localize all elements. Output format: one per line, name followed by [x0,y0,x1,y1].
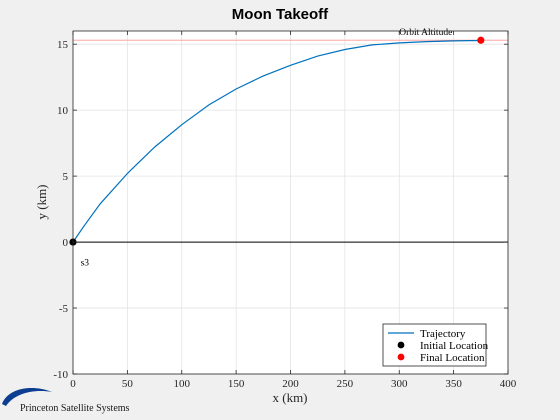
x-tick-label: 200 [282,378,299,390]
y-tick-label: -10 [53,369,68,381]
x-tick-label: 100 [174,378,191,390]
swoosh-icon [2,388,52,406]
trajectory-line [72,39,481,243]
logo-text: Princeton Satellite Systems [20,403,130,414]
y-tick-label: -5 [59,303,69,315]
annotation-label: s3 [81,258,90,268]
legend-point-label: Initial Location [420,340,489,352]
x-tick-label: 50 [122,378,134,390]
y-tick-label: 5 [63,171,69,183]
x-tick-label: 250 [337,378,354,390]
company-logo: Princeton Satellite Systems [2,388,130,414]
y-axis-label: y (km) [34,184,49,219]
y-axis-ticks: -10 -5 0 5 10 15 [53,39,508,381]
x-tick-label: 300 [391,378,408,390]
x-tick-label: 350 [445,378,462,390]
y-tick-label: 0 [63,237,69,249]
x-axis-label: x (km) [272,390,307,405]
legend-point-label: Final Location [420,352,485,364]
x-axis-ticks: 0 50 100 150 200 250 300 350 400 [70,31,517,390]
legend-trajectory-label: Trajectory [420,328,466,340]
series-layer [72,39,481,243]
x-tick-label: 0 [70,378,76,390]
chart-title: Moon Takeoff [232,6,329,23]
legend-point-swatch [397,353,405,361]
final-location-point [477,36,485,44]
y-tick-label: 15 [57,39,69,51]
annotations: Orbit Altitude s3 [81,28,453,268]
reference-lines [73,39,508,243]
legend-point-swatch [397,341,405,349]
x-tick-label: 150 [228,378,245,390]
x-tick-label: 400 [500,378,517,390]
y-tick-label: 10 [57,105,69,117]
annotation-label: Orbit Altitude [399,28,452,38]
